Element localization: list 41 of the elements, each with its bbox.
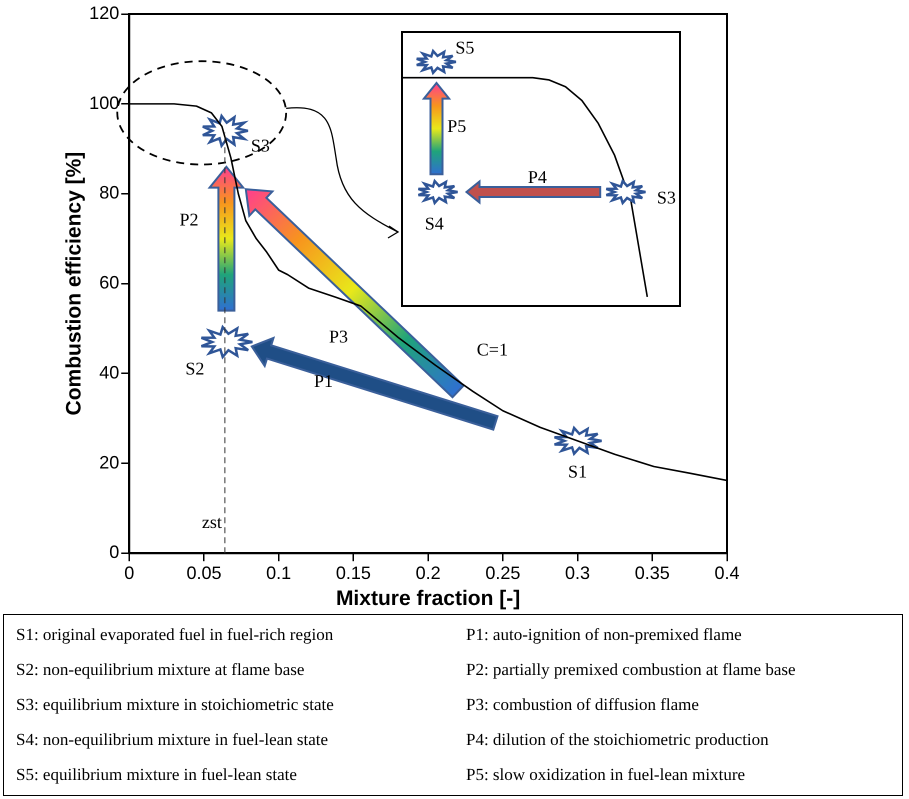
annotation: S2 bbox=[185, 358, 204, 379]
text: P3: combustion of diffusion flame bbox=[466, 695, 700, 716]
x-tick-label: 0.1 bbox=[266, 562, 292, 583]
x-tick-label: 0.25 bbox=[485, 562, 520, 583]
x-tick-label: 0.2 bbox=[416, 562, 441, 583]
y-tick-label: 100 bbox=[89, 92, 120, 113]
y-tick-label: 60 bbox=[99, 272, 120, 293]
annotation: S5 bbox=[455, 38, 474, 58]
x-tick-label: 0 bbox=[124, 562, 134, 583]
x-tick-label: 0.15 bbox=[336, 562, 371, 583]
x-tick-label: 0.3 bbox=[565, 562, 590, 583]
x-tick-label: 0.05 bbox=[186, 562, 222, 583]
y-tick-label: 120 bbox=[89, 2, 120, 23]
annotation: S1 bbox=[568, 462, 588, 482]
annotation: P5 bbox=[447, 116, 466, 136]
x-tick-label: 0.4 bbox=[714, 562, 740, 583]
annotation: S4 bbox=[424, 213, 444, 234]
text: S3: equilibrium mixture in stoichiometric state bbox=[16, 695, 334, 716]
annotation: P4 bbox=[528, 167, 547, 188]
text: S2: non-equilibrium mixture at flame base bbox=[16, 660, 306, 681]
text: S4: non-equilibrium mixture in fuel-lean state bbox=[16, 730, 330, 751]
annotation: P1 bbox=[314, 371, 334, 392]
annotation: S3 bbox=[250, 136, 270, 156]
y-tick-label: 20 bbox=[99, 452, 120, 472]
ref-line-label: zst bbox=[202, 512, 222, 532]
text: S1: original evaporated fuel in fuel-rich region bbox=[16, 625, 334, 646]
text: P5: slow oxidization in fuel-lean mixture bbox=[466, 765, 746, 786]
annotation: P2 bbox=[180, 209, 199, 230]
annotation: C=1 bbox=[476, 340, 508, 360]
text: S5: equilibrium mixture in fuel-lean state bbox=[16, 765, 298, 786]
y-tick-label: 0 bbox=[109, 542, 120, 562]
y-axis-title: Combustion efficiency [%] bbox=[62, 152, 86, 416]
x-tick-label: 0.35 bbox=[634, 562, 670, 583]
text: P1: auto-ignition of non-premixed flame bbox=[466, 625, 743, 646]
annotation: P3 bbox=[328, 326, 348, 346]
annotation: S3 bbox=[656, 187, 676, 208]
x-axis-title: Mixture fraction [-] bbox=[336, 587, 520, 610]
y-tick-label: 80 bbox=[99, 182, 120, 203]
text: P2: partially premixed combustion at flame base bbox=[466, 660, 796, 681]
text: P4: dilution of the stoichiometric production bbox=[466, 730, 770, 751]
y-tick-label: 40 bbox=[99, 362, 120, 382]
